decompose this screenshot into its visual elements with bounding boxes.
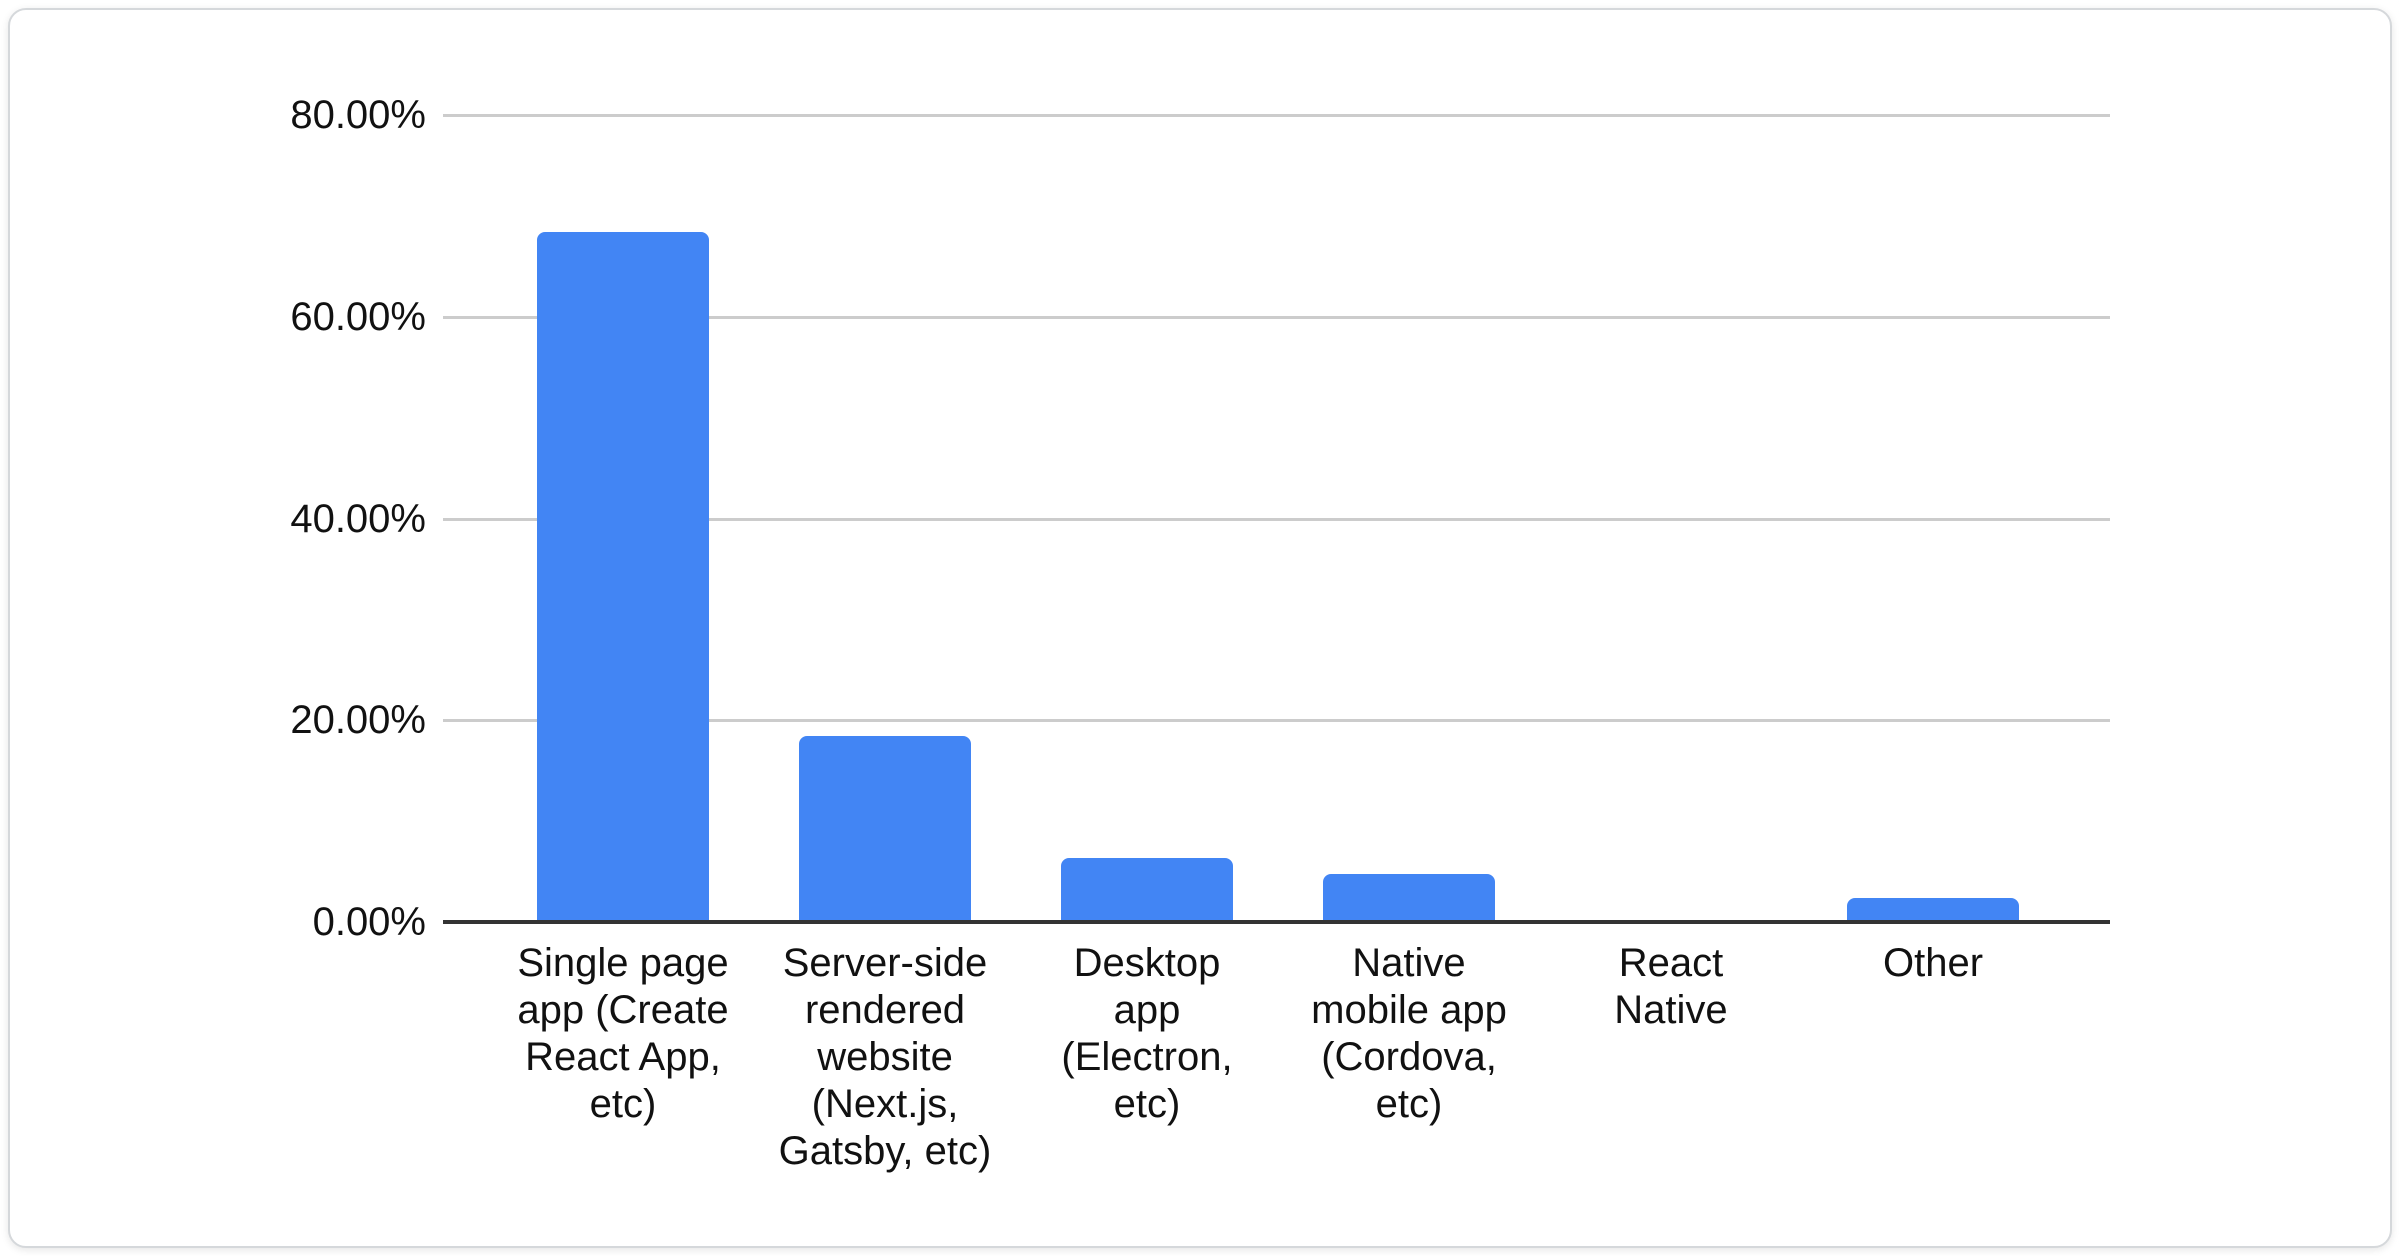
x-category-label: Other	[1882, 941, 1984, 985]
y-tick-label: 40.00%	[290, 497, 426, 541]
gridline	[443, 316, 2110, 319]
x-category-label: Native mobile app (Cordova, etc)	[1311, 941, 1507, 1126]
x-category-label: Server-side rendered website (Next.js, G…	[778, 941, 992, 1173]
chart-card	[8, 8, 2392, 1248]
bar-6	[1847, 898, 2019, 921]
x-axis-line	[443, 920, 2110, 924]
gridline	[443, 719, 2110, 722]
x-category-label: React Native	[1614, 941, 1728, 1032]
x-category-label: Single page app (Create React App, etc)	[517, 941, 729, 1126]
bar-2	[799, 736, 971, 921]
gridline	[443, 114, 2110, 117]
bar-3	[1061, 858, 1233, 921]
gridline	[443, 518, 2110, 521]
y-tick-label: 20.00%	[290, 698, 426, 742]
y-tick-label: 80.00%	[290, 93, 426, 137]
y-tick-label: 60.00%	[290, 295, 426, 339]
bar-1	[537, 232, 709, 921]
y-tick-label: 0.00%	[312, 900, 426, 944]
bar-4	[1323, 874, 1495, 921]
x-category-label: Desktop app (Electron, etc)	[1061, 941, 1233, 1126]
